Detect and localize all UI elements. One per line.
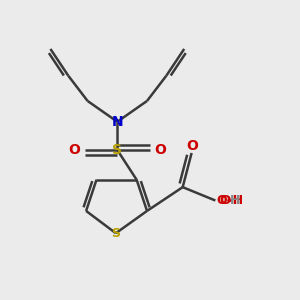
Text: N: N <box>112 115 123 129</box>
Text: H: H <box>230 194 241 207</box>
Text: O: O <box>219 194 230 207</box>
Text: S: S <box>112 143 122 157</box>
Text: O: O <box>154 143 166 157</box>
Text: S: S <box>111 227 120 240</box>
Text: O–H: O–H <box>217 194 244 207</box>
Text: O: O <box>187 139 198 152</box>
Text: O: O <box>68 143 80 157</box>
